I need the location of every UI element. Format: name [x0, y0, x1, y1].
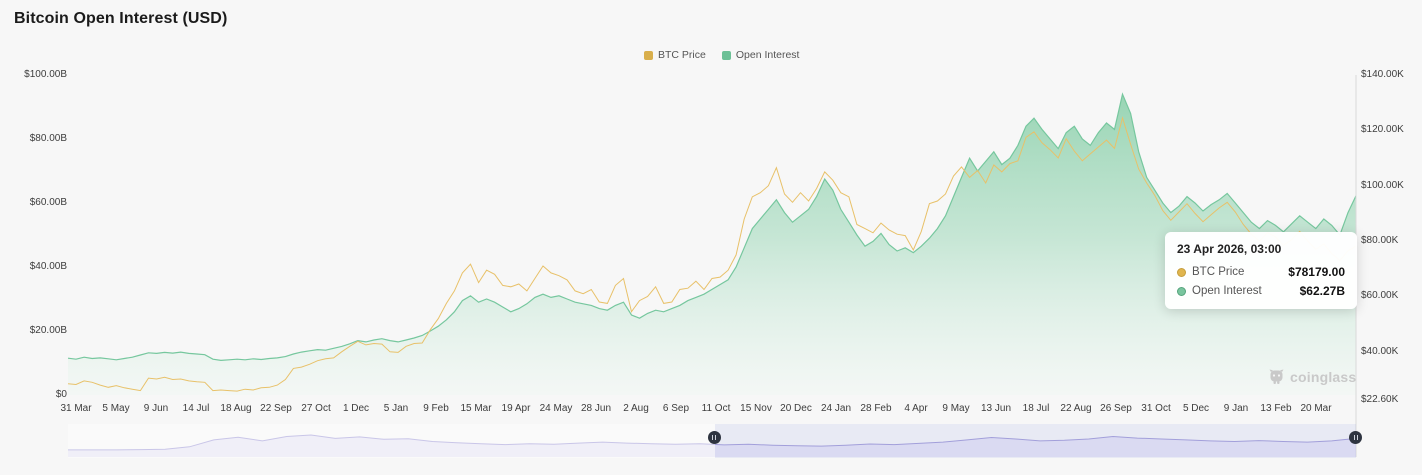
x-axis-label: 18 Aug: [220, 403, 252, 414]
x-axis-label: 15 Mar: [460, 403, 492, 414]
x-axis-label: 2 Aug: [623, 403, 649, 414]
navigator-selected-region[interactable]: [714, 424, 1356, 458]
x-axis-label: 20 Mar: [1300, 403, 1332, 414]
y-axis-left-label: $20.00B: [29, 325, 67, 336]
tooltip-row-value: $78179.00: [1288, 265, 1345, 279]
x-axis-label: 5 Jan: [383, 403, 409, 414]
tooltip-row-label: Open Interest: [1192, 285, 1262, 297]
x-axis-label: 5 Dec: [1182, 403, 1210, 414]
x-axis-label: 31 Mar: [60, 403, 92, 414]
x-axis-label: 26 Sep: [1100, 403, 1132, 414]
x-axis-label: 24 Jan: [820, 403, 852, 414]
tooltip-date: 23 Apr 2026, 03:00: [1177, 242, 1282, 256]
y-axis-right-label: $22.60K: [1361, 394, 1399, 405]
navigator-left-handle[interactable]: [707, 431, 721, 444]
watermark-text: coinglass: [1290, 368, 1357, 385]
tooltip-row-label: BTC Price: [1192, 266, 1245, 278]
btc-price-swatch-icon: [644, 50, 653, 60]
y-axis-right-label: $60.00K: [1361, 290, 1399, 302]
x-axis-label: 28 Feb: [860, 403, 892, 414]
legend-label: Open Interest: [735, 49, 800, 61]
legend-item-btc-price[interactable]: BTC Price: [644, 49, 706, 61]
x-axis-label: 22 Aug: [1060, 403, 1092, 414]
tooltip-row-btc-price: BTC Price $78179.00: [1177, 265, 1345, 279]
legend: BTC Price Open Interest: [644, 49, 799, 61]
x-axis-label: 31 Oct: [1141, 403, 1171, 414]
legend-label: BTC Price: [658, 49, 706, 61]
y-axis-right-label: $40.00K: [1361, 345, 1399, 357]
tooltip-row-value: $62.27B: [1299, 284, 1345, 298]
y-axis-left-label: $80.00B: [29, 133, 67, 144]
x-axis-label: 28 Jun: [580, 403, 612, 414]
y-axis-left-label: $60.00B: [29, 197, 67, 208]
navigator-right-handle[interactable]: [1349, 431, 1362, 444]
x-axis-label: 22 Sep: [260, 403, 292, 414]
x-axis-label: 18 Jul: [1022, 403, 1050, 414]
x-axis-label: 24 May: [539, 403, 573, 414]
x-axis-label: 9 Jan: [1223, 403, 1249, 414]
x-axis-label: 15 Nov: [740, 403, 772, 414]
y-axis-left-label: $100.00B: [24, 69, 67, 80]
navigator-unselected-region[interactable]: [68, 424, 715, 458]
x-axis-label: 5 May: [102, 403, 130, 414]
x-axis-label: 4 Apr: [904, 403, 928, 414]
x-axis-label: 20 Dec: [780, 403, 812, 414]
tooltip: 23 Apr 2026, 03:00 BTC Price $78179.00 O…: [1165, 232, 1357, 309]
watermark: coinglass: [1268, 368, 1356, 385]
tooltip-row-open-interest: Open Interest $62.27B: [1177, 284, 1345, 298]
x-axis-label: 19 Apr: [501, 403, 531, 414]
x-axis-label: 9 Jun: [143, 403, 169, 414]
open-interest-swatch-icon: [721, 50, 731, 60]
btc-price-dot-icon: [1177, 267, 1186, 277]
x-axis-label: 1 Dec: [342, 403, 370, 414]
y-axis-right-label: $140.00K: [1361, 69, 1404, 80]
x-axis-label: 9 May: [942, 403, 970, 414]
x-axis-label: 6 Sep: [662, 403, 690, 414]
y-axis-right-label: $100.00K: [1361, 179, 1404, 191]
y-axis-left-label: $40.00B: [29, 261, 67, 272]
x-axis-label: 9 Feb: [423, 403, 449, 414]
x-axis-label: 13 Jun: [980, 403, 1012, 414]
x-axis-label: 13 Feb: [1260, 403, 1292, 414]
x-axis-label: 11 Oct: [701, 403, 731, 414]
coinglass-logo-icon: [1269, 369, 1284, 384]
y-axis-right-label: $80.00K: [1361, 235, 1399, 247]
open-interest-dot-icon: [1177, 286, 1186, 296]
x-axis-label: 27 Oct: [301, 403, 331, 414]
y-axis-left-label: $0: [55, 389, 67, 400]
x-axis-label: 14 Jul: [182, 403, 210, 414]
page-title: Bitcoin Open Interest (USD): [14, 10, 228, 27]
y-axis-right-label: $120.00K: [1361, 124, 1404, 136]
legend-item-open-interest[interactable]: Open Interest: [721, 49, 800, 61]
